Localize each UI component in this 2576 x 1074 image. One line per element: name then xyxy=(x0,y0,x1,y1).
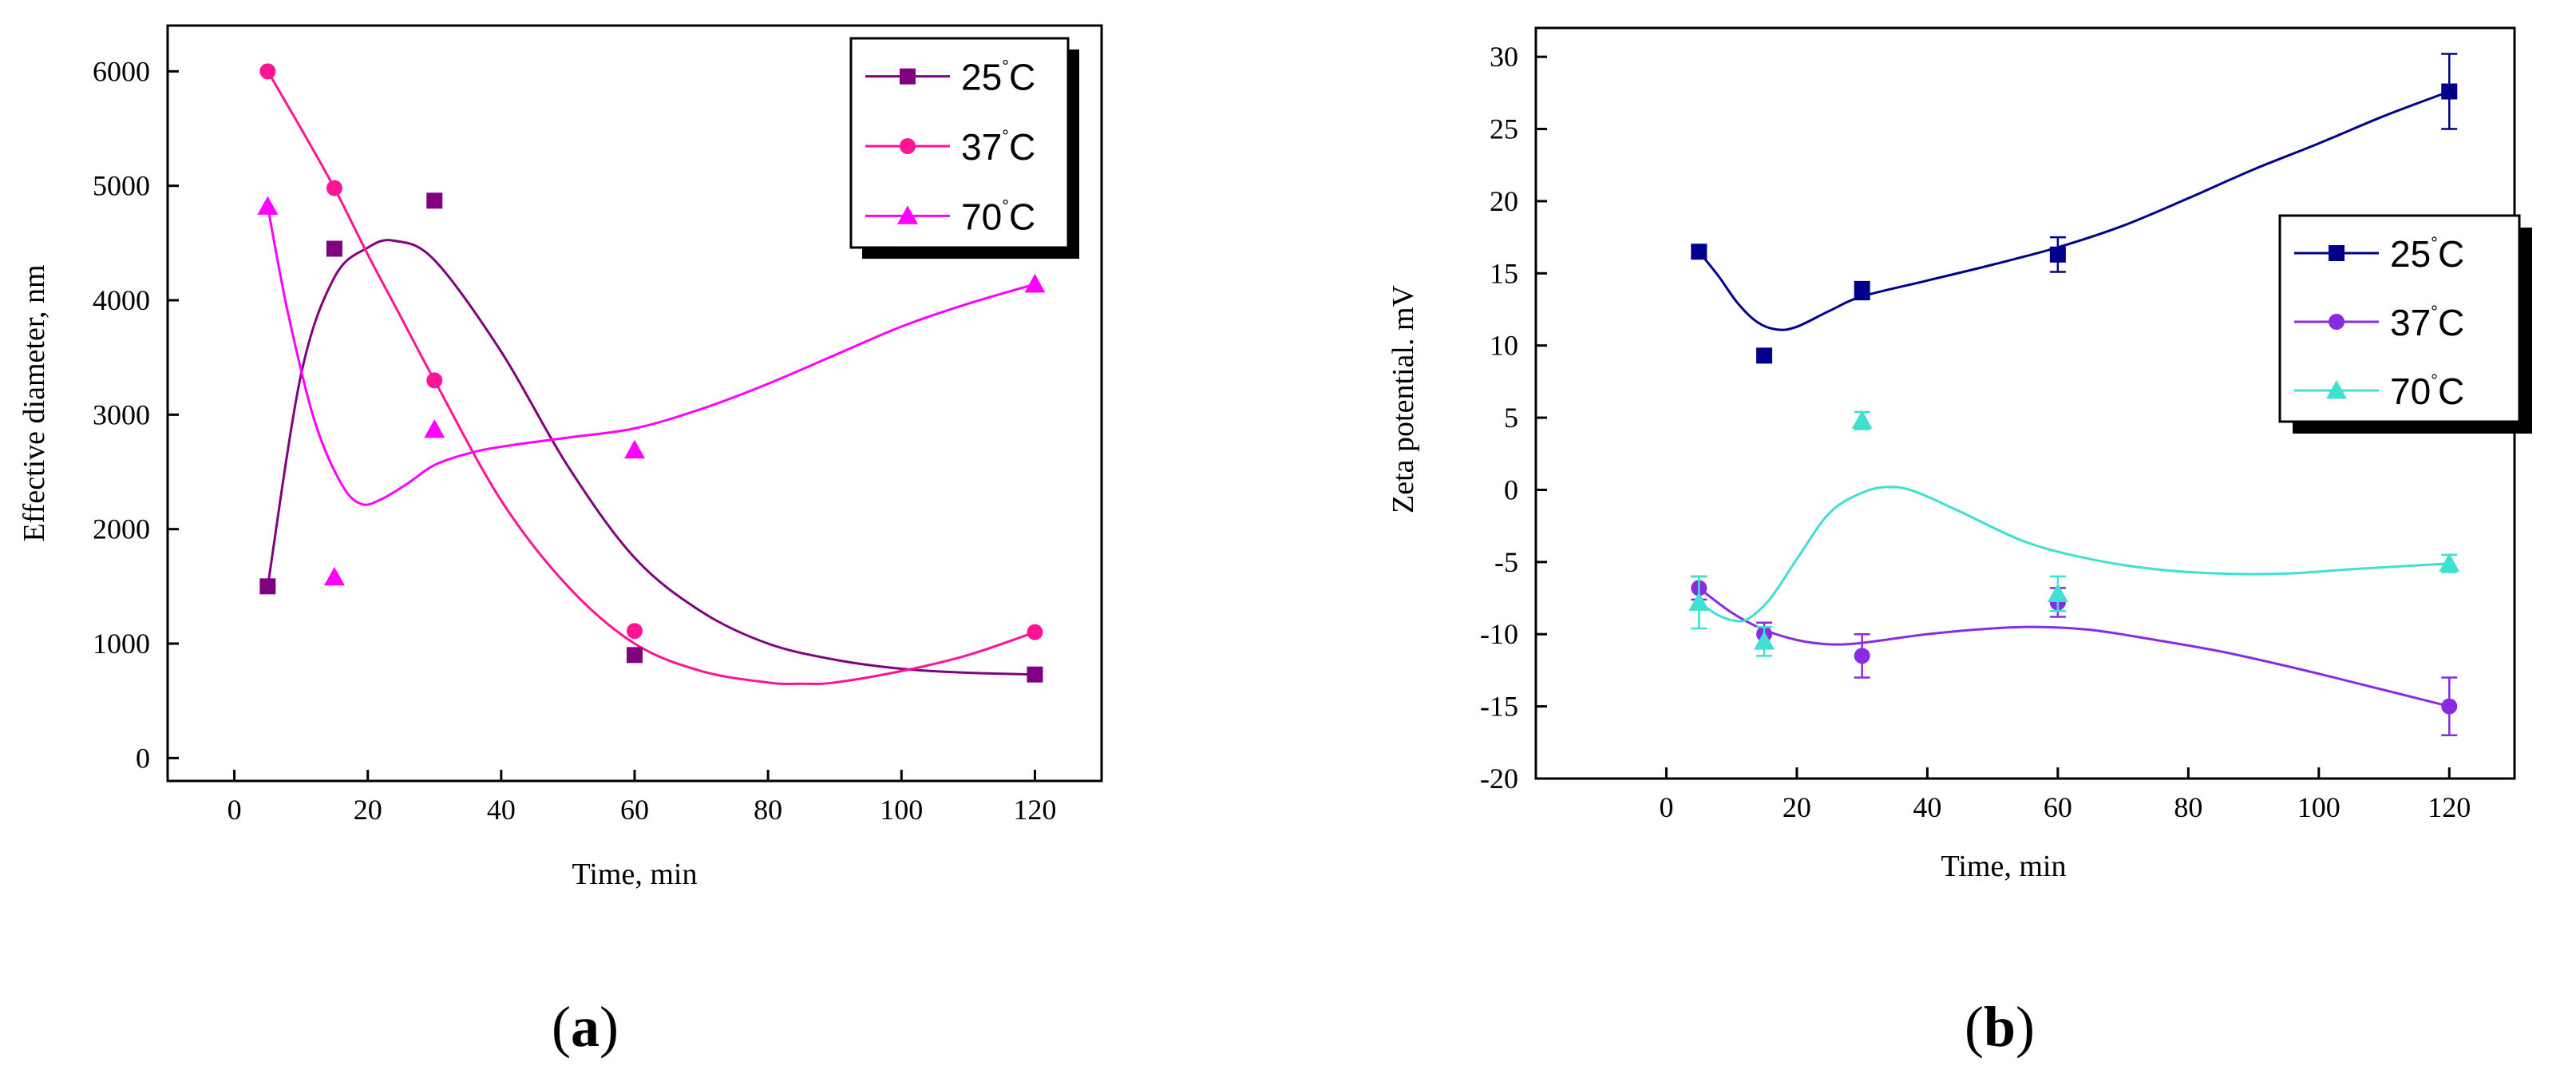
legend-marker-70C xyxy=(2326,380,2347,399)
x-tick-label: 20 xyxy=(1783,791,1811,823)
data-point-25C xyxy=(1854,283,1870,299)
y-tick-label: -5 xyxy=(1494,546,1518,578)
data-point-25C xyxy=(627,647,643,664)
fit-curve-37C xyxy=(267,70,1035,685)
panel-a-chart: 0 20 40 60 80 100 120 0 1000 2000 3000 4000 5000 6000… xyxy=(18,24,1103,1059)
x-tick-label: 80 xyxy=(754,794,782,826)
x-tick-label: 100 xyxy=(2297,791,2341,823)
x-axis-label-a: Time, min xyxy=(572,858,698,891)
data-point-70C xyxy=(424,418,445,438)
data-point-70C xyxy=(1754,631,1775,650)
panel-b-chart: 0 20 40 60 80 100 120 -20 -15 -10 -5 0 5 10 15 20 25 30 T… xyxy=(1387,26,2532,1059)
legend-label-70C: 70°C xyxy=(2390,371,2464,412)
data-point-37C xyxy=(1027,624,1043,640)
fit-curve-70C xyxy=(1698,485,2450,623)
y-tick-label: -15 xyxy=(1480,691,1518,723)
legend-b: 25°C 37°C 70°C xyxy=(2278,214,2532,434)
data-point-70C xyxy=(2439,553,2460,573)
data-point-70C xyxy=(257,196,279,215)
y-tick-label: 10 xyxy=(1490,330,1518,362)
data-point-25C xyxy=(426,192,443,209)
legend-marker-37C xyxy=(2329,314,2345,330)
legend-a: 25°C 37°C 70°C xyxy=(849,37,1079,259)
x-tick-label: 40 xyxy=(1913,791,1941,823)
y-tick-label: 6000 xyxy=(93,55,150,87)
panel-a-caption: (a) xyxy=(552,995,619,1059)
y-tick-label: 30 xyxy=(1490,41,1518,73)
data-point-37C xyxy=(1854,648,1870,664)
y-tick-label: 2000 xyxy=(93,513,150,545)
y-tick-label: 0 xyxy=(136,742,150,774)
data-point-70C xyxy=(624,439,645,459)
data-point-25C xyxy=(1691,244,1707,260)
x-tick-label: 0 xyxy=(228,794,242,826)
data-point-25C xyxy=(1756,347,1773,364)
x-tick-label: 80 xyxy=(2174,791,2202,823)
data-point-37C xyxy=(426,372,443,389)
data-point-37C xyxy=(2441,698,2458,715)
y-tick-label: 5 xyxy=(1504,402,1518,434)
x-tick-label: 20 xyxy=(354,794,382,826)
y-tick-label: -10 xyxy=(1480,618,1518,650)
y-tick-label: 3000 xyxy=(93,398,150,430)
data-point-25C xyxy=(259,578,276,595)
y-axis-label-b: Zeta potential. mV xyxy=(1387,284,1420,513)
data-point-70C xyxy=(323,566,345,586)
x-tick-label: 120 xyxy=(1013,794,1056,826)
x-tick-label: 100 xyxy=(880,794,923,826)
data-point-37C xyxy=(259,63,276,80)
data-point-70C xyxy=(1851,410,1873,430)
legend-label-37C: 37°C xyxy=(2390,302,2464,343)
y-axis-label-a: Effective diameter, nm xyxy=(18,264,51,541)
data-point-25C xyxy=(1027,666,1043,683)
y-tick-label: 4000 xyxy=(93,284,150,316)
legend-marker-70C xyxy=(897,205,918,224)
data-point-70C xyxy=(1024,273,1046,293)
data-points-b xyxy=(1688,53,2460,737)
data-point-25C xyxy=(326,240,342,257)
legend-marker-37C xyxy=(900,138,916,154)
fit-curve-25C xyxy=(266,239,1035,676)
x-tick-label: 0 xyxy=(1659,791,1673,823)
data-points-a xyxy=(257,63,1046,683)
y-tick-label: -20 xyxy=(1480,763,1518,795)
legend-label-25C: 25°C xyxy=(961,57,1035,98)
axis-ticks-a: 0 20 40 60 80 100 120 0 1000 2000 3000 4000 5000 6000 xyxy=(93,55,1056,826)
legend-marker-25C xyxy=(900,68,916,85)
x-axis-label-b: Time, min xyxy=(1941,850,2067,883)
y-tick-label: 0 xyxy=(1504,474,1518,505)
y-tick-label: 15 xyxy=(1490,257,1518,289)
data-point-70C xyxy=(1688,592,1710,611)
data-point-37C xyxy=(326,180,342,196)
y-tick-label: 25 xyxy=(1490,113,1518,145)
legend-marker-25C xyxy=(2329,245,2345,261)
data-point-70C xyxy=(2047,583,2068,603)
data-point-37C xyxy=(627,623,643,640)
data-point-25C xyxy=(2049,246,2066,263)
legend-label-70C: 70°C xyxy=(961,196,1035,237)
legend-box-b xyxy=(2278,214,2521,423)
x-tick-label: 40 xyxy=(487,794,516,826)
fit-curve-70C xyxy=(266,206,1035,506)
axis-ticks-b: 0 20 40 60 80 100 120 -20 -15 -10 -5 0 5 10 15 20 25 30 xyxy=(1480,41,2471,823)
y-tick-label: 20 xyxy=(1490,185,1518,217)
x-tick-label: 60 xyxy=(620,794,649,826)
x-tick-label: 120 xyxy=(2428,791,2471,823)
y-tick-label: 1000 xyxy=(93,628,150,660)
panel-b-caption: (b) xyxy=(1965,995,2035,1059)
fit-curves-a xyxy=(266,70,1035,685)
y-tick-label: 5000 xyxy=(93,170,150,202)
legend-label-37C: 37°C xyxy=(961,126,1035,168)
fit-curves-b xyxy=(1698,90,2450,708)
data-point-25C xyxy=(2441,83,2458,100)
x-tick-label: 60 xyxy=(2044,791,2072,823)
fit-curve-25C xyxy=(1698,90,2450,331)
legend-label-25C: 25°C xyxy=(2390,233,2464,275)
fit-curve-37C xyxy=(1698,587,2450,708)
legend-box-a xyxy=(849,37,1070,249)
